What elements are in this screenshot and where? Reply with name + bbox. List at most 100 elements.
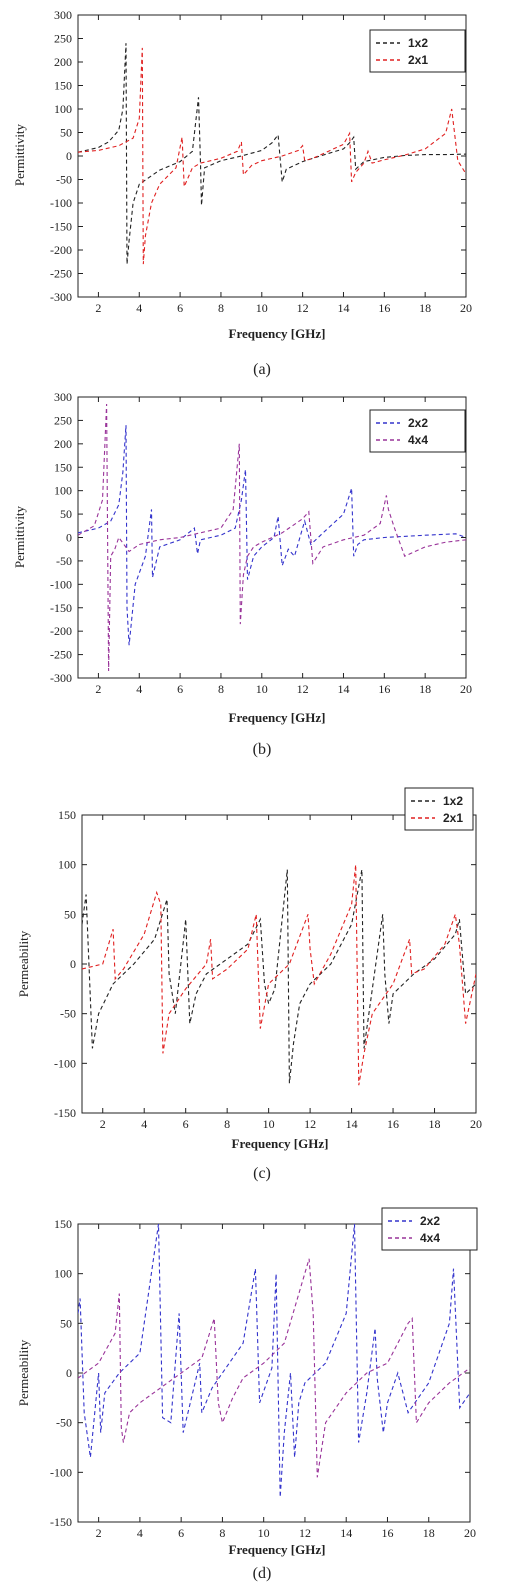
legend-label-4x4: 4x4 — [408, 433, 428, 447]
legend-box — [369, 29, 466, 73]
series-line-2x2 — [78, 1224, 470, 1498]
x-tick-label: 8 — [224, 1117, 230, 1131]
x-tick-label: 12 — [297, 301, 309, 315]
y-tick-label: -50 — [60, 1007, 76, 1021]
series-line-2x1 — [82, 864, 476, 1086]
series-line-2x1 — [78, 47, 466, 265]
x-axis-label: Frequency [GHz] — [229, 1542, 326, 1557]
series-line-1x2 — [82, 869, 476, 1084]
x-tick-label: 16 — [381, 1526, 393, 1540]
x-tick-label: 12 — [304, 1117, 316, 1131]
x-tick-label: 6 — [177, 682, 183, 696]
legend-label-2x2: 2x2 — [420, 1214, 440, 1228]
y-tick-label: 100 — [58, 858, 76, 872]
y-tick-label: 300 — [54, 8, 72, 22]
x-tick-label: 2 — [96, 1526, 102, 1540]
y-tick-label: 150 — [58, 808, 76, 822]
x-tick-label: 4 — [136, 301, 142, 315]
x-tick-label: 8 — [219, 1526, 225, 1540]
y-tick-label: 50 — [60, 126, 72, 140]
plot-frame — [77, 1223, 471, 1523]
x-tick-label: 6 — [178, 1526, 184, 1540]
y-tick-label: 0 — [66, 531, 72, 545]
y-tick-label: 150 — [54, 460, 72, 474]
x-tick-label: 10 — [258, 1526, 270, 1540]
x-tick-label: 2 — [95, 682, 101, 696]
x-tick-label: 8 — [218, 682, 224, 696]
panel-c: Permeability Frequency [GHz] (c) -150 -10… — [16, 787, 482, 1182]
y-tick-label: 50 — [64, 907, 76, 921]
y-tick-label: -200 — [50, 624, 72, 638]
x-tick-label: 4 — [136, 682, 142, 696]
series-line-4x4 — [78, 1258, 470, 1478]
y-axis-label: Permittivity — [12, 505, 27, 568]
panel-caption: (b) — [253, 741, 272, 758]
x-tick-label: 14 — [346, 1117, 358, 1131]
legend-box — [404, 787, 474, 831]
y-axis-label: Permeability — [16, 930, 31, 997]
x-tick-label: 2 — [100, 1117, 106, 1131]
y-tick-label: -100 — [50, 196, 72, 210]
y-tick-label: 0 — [66, 149, 72, 163]
x-tick-label: 16 — [387, 1117, 399, 1131]
legend-label-2x1: 2x1 — [408, 53, 428, 67]
y-tick-label: -100 — [50, 577, 72, 591]
x-tick-label: 10 — [256, 682, 268, 696]
x-tick-label: 14 — [337, 682, 349, 696]
panel-a: Permittivity Frequency [GHz] (a) -300 -25… — [12, 8, 472, 378]
y-tick-label: -250 — [50, 648, 72, 662]
y-tick-label: 250 — [54, 413, 72, 427]
y-tick-label: -150 — [50, 220, 72, 234]
legend-label-2x2: 2x2 — [408, 416, 428, 430]
legend-label-4x4: 4x4 — [420, 1231, 440, 1245]
x-tick-label: 18 — [419, 682, 431, 696]
y-tick-label: -100 — [54, 1056, 76, 1070]
y-tick-label: 250 — [54, 32, 72, 46]
y-tick-label: -150 — [54, 1106, 76, 1120]
y-tick-label: -300 — [50, 290, 72, 304]
y-axis-label: Permittivity — [12, 123, 27, 186]
y-tick-label: 300 — [54, 390, 72, 404]
x-tick-label: 20 — [464, 1526, 476, 1540]
y-tick-label: 200 — [54, 437, 72, 451]
x-tick-label: 14 — [337, 301, 349, 315]
x-tick-label: 6 — [183, 1117, 189, 1131]
x-tick-label: 20 — [460, 301, 472, 315]
x-tick-label: 16 — [378, 301, 390, 315]
x-axis-label: Frequency [GHz] — [232, 1136, 329, 1151]
x-tick-label: 14 — [340, 1526, 352, 1540]
y-tick-label: 50 — [60, 507, 72, 521]
y-tick-label: 0 — [70, 957, 76, 971]
y-tick-label: 100 — [54, 102, 72, 116]
series-line-2x2 — [78, 425, 466, 646]
y-tick-label: 200 — [54, 55, 72, 69]
panel-caption: (d) — [253, 1565, 272, 1582]
legend-box — [381, 1207, 478, 1251]
x-tick-label: 12 — [299, 1526, 311, 1540]
y-axis-label: Permeability — [16, 1339, 31, 1406]
y-tick-label: 150 — [54, 1217, 72, 1231]
y-tick-label: -50 — [56, 554, 72, 568]
x-tick-label: 8 — [218, 301, 224, 315]
x-tick-label: 18 — [423, 1526, 435, 1540]
x-tick-label: 16 — [378, 682, 390, 696]
x-axis-label: Frequency [GHz] — [229, 710, 326, 725]
x-tick-label: 2 — [95, 301, 101, 315]
y-tick-label: -150 — [50, 1515, 72, 1529]
y-tick-label: 50 — [60, 1316, 72, 1330]
legend-label-1x2: 1x2 — [408, 36, 428, 50]
legend-label-2x1: 2x1 — [443, 811, 463, 825]
panel-caption: (a) — [253, 361, 271, 378]
plot-frame — [81, 814, 477, 1114]
y-tick-label: -150 — [50, 601, 72, 615]
y-tick-label: -100 — [50, 1465, 72, 1479]
y-tick-label: -50 — [56, 173, 72, 187]
legend-box — [369, 409, 466, 453]
x-tick-label: 18 — [419, 301, 431, 315]
y-tick-label: -50 — [56, 1416, 72, 1430]
legend-label-1x2: 1x2 — [443, 794, 463, 808]
y-tick-label: -250 — [50, 267, 72, 281]
y-tick-label: -300 — [50, 671, 72, 685]
x-tick-label: 20 — [460, 682, 472, 696]
